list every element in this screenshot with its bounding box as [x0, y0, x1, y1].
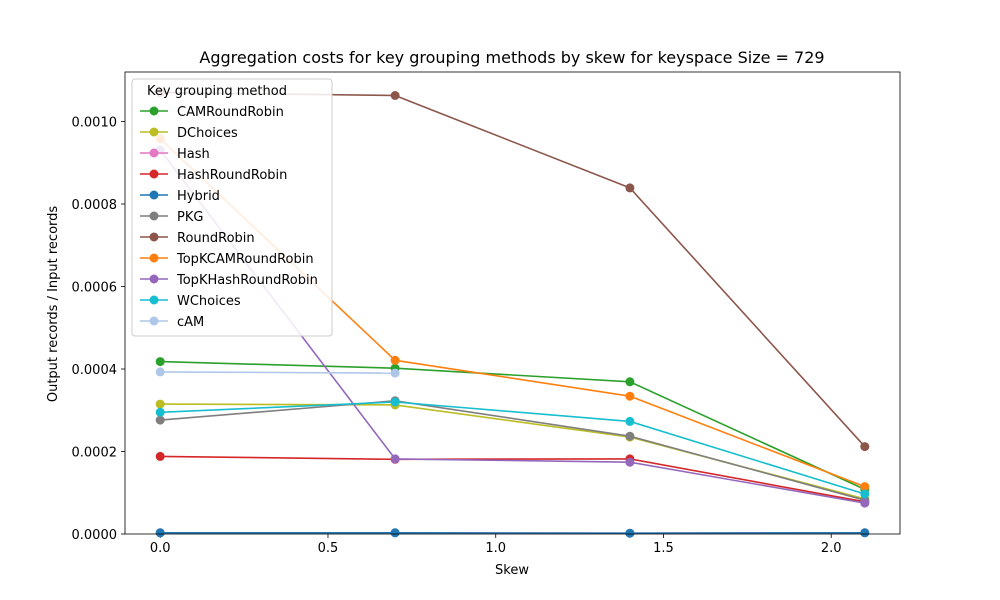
data-point-WChoices: [625, 416, 635, 426]
plot-area: 0.0 0.5 1.0 1.5 2.0 0.0000 0.0002 0.0004 0.0006 0…: [72, 71, 901, 556]
legend-label-CAMRoundRobin: CAMRoundRobin: [177, 105, 284, 120]
legend-box: [131, 78, 333, 337]
x-tick-label: 1.0: [485, 541, 506, 556]
chart-title: Aggregation costs for key grouping metho…: [199, 48, 824, 67]
data-point-cAM: [155, 367, 165, 377]
series-line-CAMRoundRobin: [160, 360, 866, 491]
legend-title: Key grouping method: [147, 84, 287, 99]
data-point-CAMRoundRobin: [155, 357, 165, 367]
legend-swatch-marker-PKG: [149, 211, 159, 221]
series-line-WChoices: [160, 401, 866, 495]
series-line-cAM: [160, 371, 396, 374]
legend-label-DChoices: DChoices: [177, 126, 238, 141]
data-point-WChoices: [390, 397, 400, 407]
data-point-cAM: [390, 368, 400, 378]
x-tick-label: 0.0: [150, 541, 171, 556]
legend-label-PKG: PKG: [177, 210, 203, 225]
legend-swatch-marker-CAMRoundRobin: [149, 106, 159, 116]
y-tick-label: 0.0010: [72, 116, 118, 131]
plot-frame: [124, 71, 901, 535]
legend-label-Hash: Hash: [177, 147, 210, 162]
data-point-HashRoundRobin: [155, 451, 165, 461]
legend-swatch-marker-TopKCAMRoundRobin: [149, 253, 159, 263]
legend-label-RoundRobin: RoundRobin: [177, 231, 255, 246]
y-tick-label: 0.0004: [72, 363, 118, 378]
data-point-WChoices: [860, 489, 870, 499]
series-line-PKG: [160, 399, 866, 501]
series-line-HashRoundRobin: [160, 455, 865, 503]
legend-swatch-marker-Hybrid: [149, 190, 159, 200]
data-point-TopKCAMRoundRobin: [860, 482, 870, 492]
legend-swatch-marker-Hash: [149, 148, 159, 158]
legend-label-Hybrid: Hybrid: [177, 189, 220, 204]
data-point-WChoices: [155, 407, 165, 417]
data-point-TopKCAMRoundRobin: [625, 391, 635, 401]
legend-label-TopKHashRoundRobin: TopKHashRoundRobin: [176, 273, 318, 288]
x-tick-label: 1.5: [653, 541, 674, 556]
y-axis-label: Output records / Input records: [46, 206, 61, 403]
legend-swatch-marker-DChoices: [149, 127, 159, 137]
legend-swatch-marker-cAM: [149, 316, 159, 326]
y-tick-label: 0.0002: [72, 446, 118, 461]
y-tick-label: 0.0006: [72, 281, 118, 296]
data-point-TopKHashRoundRobin: [625, 457, 635, 467]
data-point-Hybrid: [860, 528, 870, 538]
legend-label-TopKCAMRoundRobin: TopKCAMRoundRobin: [176, 252, 314, 267]
legend-label-cAM: cAM: [177, 315, 204, 330]
x-axis-label: Skew: [495, 563, 529, 578]
legend-label-HashRoundRobin: HashRoundRobin: [177, 168, 287, 183]
data-point-TopKHashRoundRobin: [390, 454, 400, 464]
data-point-DChoices: [155, 399, 165, 409]
x-tick-label: 0.5: [318, 541, 339, 556]
data-point-CAMRoundRobin: [625, 377, 635, 387]
data-point-PKG: [155, 415, 165, 425]
legend-swatch-marker-RoundRobin: [149, 232, 159, 242]
data-point-Hybrid: [155, 528, 165, 538]
y-tick-label: 0.0000: [72, 528, 118, 543]
y-tick-label: 0.0008: [72, 198, 118, 213]
legend-swatch-marker-WChoices: [149, 295, 159, 305]
legend-swatch-marker-HashRoundRobin: [149, 169, 159, 179]
data-point-TopKHashRoundRobin: [860, 498, 870, 508]
data-point-TopKCAMRoundRobin: [390, 355, 400, 365]
data-point-RoundRobin: [625, 183, 635, 193]
data-point-RoundRobin: [390, 91, 400, 100]
legend: Key grouping method CAMRoundRobin DChoices…: [131, 78, 333, 337]
legend-label-WChoices: WChoices: [177, 294, 241, 309]
x-tick-label: 2.0: [821, 541, 842, 556]
legend-swatch-marker-TopKHashRoundRobin: [149, 274, 159, 284]
data-point-RoundRobin: [860, 442, 870, 452]
data-point-Hybrid: [390, 528, 400, 538]
data-point-Hybrid: [625, 528, 635, 538]
data-point-PKG: [625, 431, 635, 441]
